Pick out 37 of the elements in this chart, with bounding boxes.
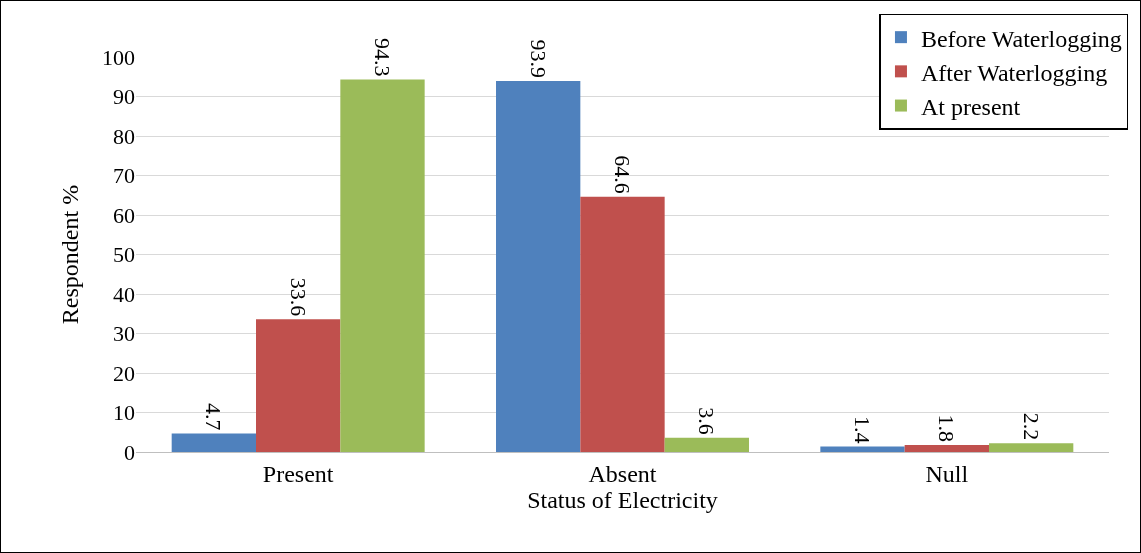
data-label: 64.6: [610, 155, 635, 194]
y-tick-label: 40: [113, 281, 135, 307]
y-tick-label: 90: [113, 84, 135, 110]
data-label: 93.9: [525, 39, 551, 79]
legend-label: After Waterlogging: [920, 59, 1108, 86]
bar: [580, 196, 665, 452]
y-tick-label: 50: [113, 242, 135, 268]
y-tick-label: 80: [113, 123, 135, 149]
data-label: 1.4: [850, 415, 876, 444]
bar: [664, 437, 749, 452]
bar: [496, 81, 581, 452]
legend-label: At present: [920, 93, 1021, 120]
bar: [989, 443, 1074, 452]
bar: [171, 433, 256, 452]
data-label: 2.2: [1018, 412, 1044, 441]
bar: [904, 444, 989, 452]
y-tick-label: 60: [113, 202, 135, 228]
bar: [256, 319, 341, 452]
y-tick-label: 70: [113, 163, 135, 189]
data-label: 3.6: [694, 407, 720, 435]
x-tick-label: Present: [262, 460, 334, 487]
y-tick-label: 30: [113, 321, 135, 347]
legend-label: Before Waterlogging: [920, 25, 1122, 52]
bar: [820, 446, 905, 452]
y-tick-label: 0: [124, 439, 135, 465]
data-label: 1.8: [934, 414, 960, 442]
x-tick-label: Null: [925, 460, 969, 487]
y-axis-title: Respondent %: [57, 184, 83, 325]
bar: [340, 79, 425, 452]
y-tick-label: 20: [113, 360, 135, 386]
x-tick-label: Absent: [588, 460, 657, 487]
data-label: 94.3: [369, 38, 395, 77]
data-label: 4.7: [201, 402, 227, 431]
y-tick-label: 100: [102, 44, 135, 70]
y-tick-label: 10: [113, 400, 135, 426]
data-label: 33.6: [285, 277, 311, 317]
x-axis-title: Status of Electricity: [527, 486, 718, 513]
